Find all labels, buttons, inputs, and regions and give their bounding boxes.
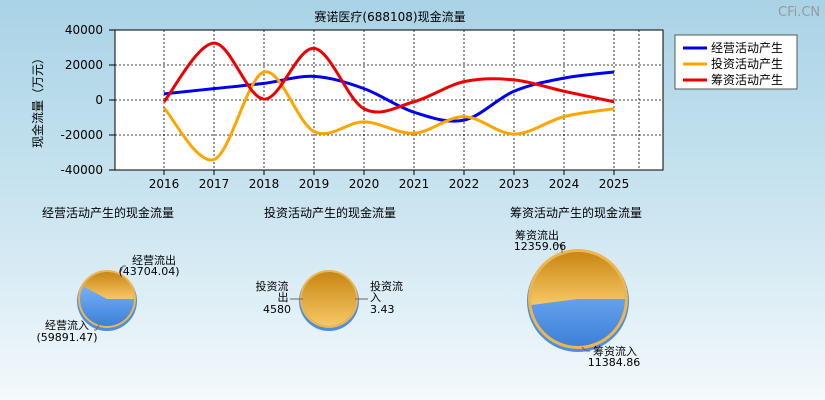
investing-series-line [162,70,615,162]
x-tick-label: 2016 [149,177,180,191]
leader-line [581,346,590,352]
legend-item-investing: 投资活动产生 [711,56,783,71]
x-tick-label: 2024 [549,177,580,191]
pie-slice-outflow [531,251,625,306]
watermark: CFi.CN [778,5,820,20]
y-tick-label: -40000 [60,163,103,177]
leader-line [94,324,100,331]
y-axis-label: 现金流量（万元） [30,52,45,148]
pie-1-title: 经营活动产生的现金流量 [42,205,174,220]
pie-3-title: 筹资活动产生的现金流量 [510,205,642,220]
pie-2-outflow-label: 投资流 [256,279,289,293]
leader-line [553,244,563,253]
pie-1-outflow-label: 经营流出 [132,253,176,267]
x-tick-label: 2018 [249,177,280,191]
x-tick-label: 2021 [399,177,430,191]
pie-charts: 经营流出(43704.04)经营流入(59891.47)投资流出4580投资流入… [36,228,640,369]
pie-slice-outflow [302,271,356,326]
financing-series-line [162,41,615,114]
x-tick-labels: 2016 2017 2018 2019 2020 2021 2022 2023 2024 2025 [149,170,630,191]
pie-1-outflow-value: (43704.04) [118,265,179,278]
pie-3-inflow-value: 11384.86 [588,356,641,369]
line-chart: 赛诺医疗(688108)现金流量 40000 20000 0 -20000 -40000… [30,9,798,191]
x-tick-label: 2017 [199,177,230,191]
operating-series-line [163,70,615,123]
pie-chart-1 [77,270,137,331]
pie-1-inflow-value: (59891.47) [36,331,97,344]
line-chart-title: 赛诺医疗(688108)现金流量 [314,9,465,24]
legend-item-financing: 筹资活动产生 [711,73,783,87]
pie-2-inflow-value: 3.43 [370,303,395,316]
pie-3-inflow-label: 筹资流入 [593,344,637,358]
pie-chart-2 [299,270,359,331]
legend-item-operating: 经营活动产生 [711,41,783,55]
pie-3-outflow-value: 12359.06 [514,240,567,253]
pie-chart-3 [527,249,629,352]
pie-1-inflow-label: 经营流入 [45,318,89,332]
y-tick-label: 40000 [65,23,103,37]
leader-line [119,265,126,274]
x-tick-label: 2023 [499,177,530,191]
pie-2-outflow-label-cont: 出 [278,290,289,304]
y-tick-label: 20000 [65,58,103,72]
series-lines [162,41,615,162]
x-tick-label: 2025 [599,177,630,191]
pie-slice-outflow [83,272,134,299]
y-tick-label: 0 [95,93,103,107]
pie-2-inflow-label: 投资流 [370,279,403,293]
y-tick-label: -20000 [60,128,103,142]
pie-3-outflow-label: 筹资流出 [515,228,559,242]
pie-2-title: 投资活动产生的现金流量 [264,205,396,220]
pie-2-outflow-value: 4580 [263,303,291,316]
pie-2-inflow-label-cont: 入 [370,291,381,304]
x-tick-label: 2020 [349,177,380,191]
x-tick-label: 2022 [449,177,480,191]
y-tick-labels: 40000 20000 0 -20000 -40000 [60,23,115,177]
pie-labels: 经营流出(43704.04)经营流入(59891.47)投资流出4580投资流入… [36,228,640,369]
x-tick-label: 2019 [299,177,330,191]
